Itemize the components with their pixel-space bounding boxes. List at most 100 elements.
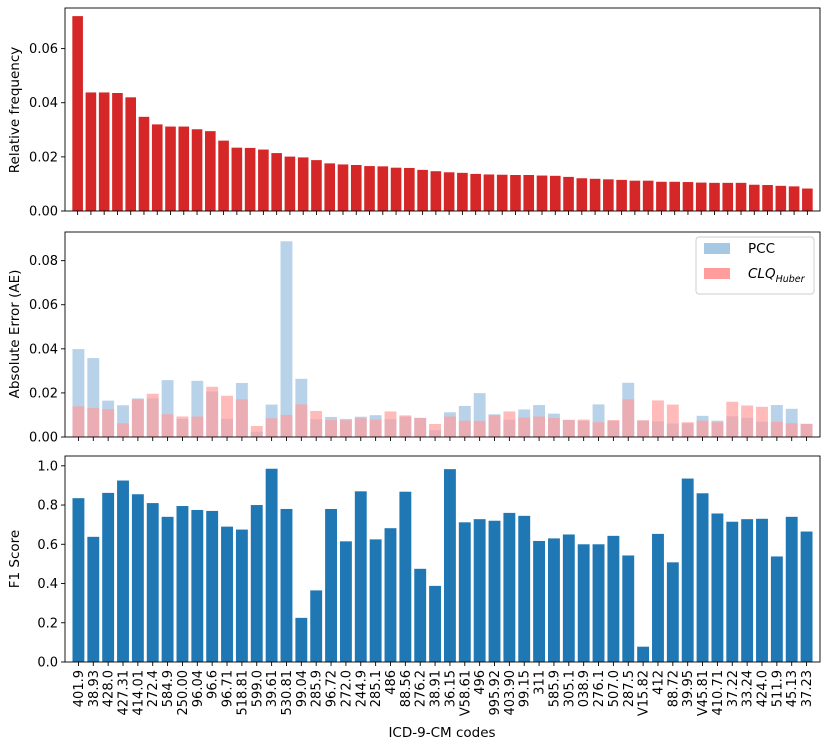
x-category-label: 311: [533, 670, 548, 695]
x-category-label: 305.1: [562, 670, 577, 707]
error-bar-pcc: [117, 405, 129, 437]
x-category-label: 99.15: [518, 670, 533, 707]
error-bar-pcc: [87, 358, 100, 437]
frequency-bar: [470, 173, 481, 211]
frequency-bar: [311, 160, 322, 211]
error-bar-clq: [607, 420, 620, 437]
frequency-bar: [191, 129, 203, 211]
x-category-label: 38.91: [429, 670, 444, 707]
f1-y-tick-label: 0.2: [37, 616, 58, 631]
error-bar-pcc: [785, 408, 798, 437]
legend-label-clq-subscript: Huber: [776, 274, 806, 285]
legend-label-pcc: PCC: [748, 241, 775, 257]
x-category-label: 276.2: [414, 670, 429, 707]
error-bar-clq: [696, 420, 709, 437]
error-bar-clq: [562, 420, 575, 437]
x-category-label: 995.92: [488, 670, 503, 716]
error-bar-clq: [310, 410, 323, 437]
frequency-bar: [218, 140, 229, 211]
frequency-bar: [151, 124, 163, 211]
frequency-bar: [205, 131, 216, 211]
f1-bar: [533, 540, 546, 662]
x-category-label: 518.81: [235, 670, 250, 716]
f1-bar: [548, 538, 560, 662]
error-bar-clq: [429, 423, 442, 437]
frequency-bar: [178, 126, 190, 211]
legend-swatch-pcc: [704, 243, 730, 254]
x-category-label: 96.6: [206, 670, 221, 699]
error-bar-clq: [117, 423, 129, 437]
frequency-bar: [802, 188, 813, 211]
frequency-bar: [682, 182, 694, 211]
f1-bar: [206, 510, 219, 662]
frequency-bar: [457, 172, 468, 211]
error-bar-clq: [577, 419, 590, 437]
f1-y-tick-label: 0.6: [37, 538, 58, 553]
x-category-label: 599.0: [250, 670, 265, 707]
frequency-bar: [125, 97, 137, 211]
f1-bar: [176, 506, 189, 662]
error-y-tick-label: 0.04: [29, 342, 58, 357]
frequency-bar: [563, 176, 574, 211]
error-bar-clq: [458, 420, 471, 437]
x-category-label: 38.93: [87, 670, 102, 707]
x-category-label: 496: [473, 670, 488, 695]
f1-bar: [473, 519, 486, 662]
error-bar-clq: [146, 393, 159, 437]
error-bar-pcc: [280, 241, 293, 437]
f1-bar: [652, 533, 664, 662]
error-bar-clq: [533, 416, 546, 437]
x-category-label: 511.9: [770, 670, 785, 707]
frequency-bar: [536, 175, 548, 211]
x-category-label: V58.61: [458, 670, 473, 716]
frequency-bar: [775, 185, 787, 211]
x-category-label: 33.24: [741, 670, 756, 707]
f1-bar: [131, 494, 144, 662]
x-category-label: 96.71: [221, 670, 236, 707]
frequency-y-axis-label: Relative frequency: [7, 47, 23, 173]
frequency-bar: [589, 178, 601, 211]
error-bar-clq: [726, 401, 739, 437]
f1-bar: [235, 529, 248, 662]
f1-bar: [295, 617, 308, 662]
frequency-bar: [549, 175, 561, 211]
frequency-bar: [297, 157, 309, 211]
error-y-axis-label: Absolute Error (AE): [7, 270, 23, 399]
f1-bar: [310, 590, 323, 662]
error-bar-clq: [548, 418, 560, 437]
frequency-bar: [709, 182, 720, 211]
x-category-label: 038.9: [577, 670, 592, 707]
f1-bar: [72, 498, 85, 662]
legend-swatch-clq: [704, 268, 730, 279]
f1-bar: [161, 516, 174, 662]
f1-y-tick-label: 1.0: [37, 459, 58, 474]
error-bar-clq: [666, 404, 679, 437]
x-category-label: 272.0: [339, 670, 354, 707]
f1-bar: [191, 509, 204, 662]
x-category-label: 585.9: [547, 670, 562, 707]
x-category-label: 584.9: [161, 670, 176, 707]
frequency-bar: [364, 166, 375, 211]
error-bar-clq: [741, 405, 754, 437]
error-bar-pcc: [473, 393, 486, 437]
f1-bar: [518, 515, 531, 662]
frequency-bar: [430, 171, 442, 211]
f1-bar: [637, 646, 650, 662]
error-bar-clq: [265, 418, 278, 437]
f1-bar: [458, 522, 471, 662]
error-bar-clq: [592, 422, 605, 437]
f1-bar: [250, 505, 263, 662]
frequency-bar: [695, 182, 707, 211]
f1-bar: [369, 539, 382, 662]
x-category-label: 287.5: [622, 670, 637, 707]
frequency-bar: [404, 167, 415, 211]
frequency-bar: [85, 92, 97, 211]
f1-bar: [577, 544, 590, 662]
f1-bar: [622, 555, 635, 662]
frequency-bar: [576, 178, 588, 211]
f1-bar: [800, 531, 813, 662]
f1-y-axis-label: F1 Score: [7, 530, 23, 588]
x-category-label: 37.23: [800, 670, 815, 707]
error-bar-clq: [637, 420, 650, 437]
frequency-bar: [669, 181, 680, 211]
